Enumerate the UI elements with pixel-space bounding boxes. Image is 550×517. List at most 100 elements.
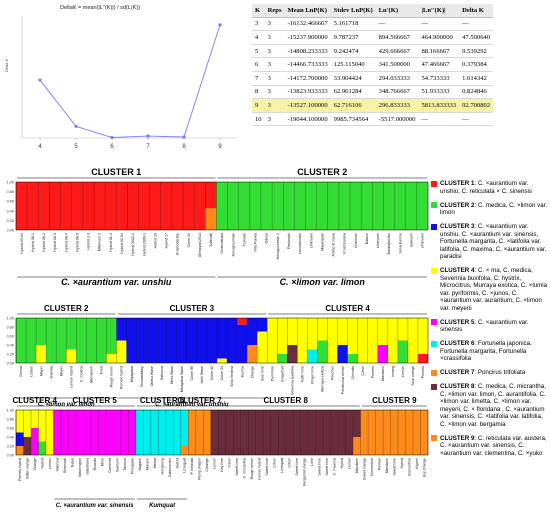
group-label: C. ×aurantium var. sinensis	[56, 503, 135, 509]
structure-bar-segment	[156, 318, 167, 363]
structure-sample-label: Villa Franka	[254, 233, 258, 252]
structure-bar-segment	[237, 318, 248, 325]
structure-sample-label: Key lime	[220, 458, 224, 472]
legend-text: CLUSTER 7: Poncirus trifoliata	[440, 369, 549, 377]
structure-sample-label: Marrakech	[90, 366, 94, 383]
structure-sample-label: Kiyomi	[415, 458, 419, 469]
structure-bar-segment	[300, 410, 309, 455]
structure-bar-segment	[225, 410, 234, 455]
structure-bar-segment	[345, 410, 354, 455]
structure-bar-segment	[176, 318, 187, 363]
cluster-header: CLUSTER 6	[140, 396, 185, 405]
structure-bar-segment	[71, 182, 83, 230]
structure-sample-label: Clementine	[407, 458, 411, 476]
structure-bar-segment	[283, 182, 295, 230]
structure-bar-segment	[158, 410, 166, 455]
evanno-row: 3 3 -16132.466667 5.161718— — —	[252, 17, 494, 32]
evanno-col-header: Reps	[264, 4, 285, 18]
structure-bar-segment	[398, 410, 406, 455]
structure-bar-segment	[60, 410, 69, 455]
structure-sample-label: Sweet lime	[295, 458, 299, 476]
delta-k-point	[146, 134, 150, 138]
evanno-cell: 341.500000	[375, 57, 419, 72]
structure-bar-segment	[93, 182, 106, 230]
structure-bar-segment	[330, 410, 339, 455]
structure-bar-segment	[216, 182, 228, 230]
structure-sample-label: Antico di rossa	[332, 233, 336, 257]
structure-sample-label: Kuzma	[240, 366, 244, 377]
legend-cluster-name: CLUSTER 1	[440, 180, 475, 187]
legend-swatch	[431, 223, 437, 230]
structure-sample-label: Pineapple	[130, 458, 134, 474]
delta-k-x-tick-label: 7	[146, 144, 150, 150]
structure-bar-segment	[150, 410, 159, 455]
structure-sample-label: Lemon	[48, 458, 52, 469]
structure-y-tick: 1.00	[7, 409, 14, 413]
structure-y-tick: 0.80	[7, 326, 14, 330]
structure-sample-label: Chinotto	[351, 366, 355, 379]
structure-sample-label: Hybrid 10	[153, 233, 157, 248]
structure-sample-label: Hybrid 08-1	[31, 233, 35, 252]
evanno-cell: 8	[252, 85, 265, 100]
structure-bar-segment	[247, 318, 258, 345]
structure-bar-segment	[23, 437, 32, 455]
evanno-cell: -15237.900000	[284, 30, 331, 45]
structure-bar-segment	[16, 182, 28, 230]
structure-sample-label: Citrange	[205, 458, 209, 472]
evanno-cell: —	[418, 17, 460, 32]
structure-bar-segment	[227, 182, 239, 230]
structure-bar-segment	[277, 318, 288, 354]
evanno-cell: 0.824846	[459, 85, 494, 100]
structure-y-tick: 0.60	[7, 335, 14, 339]
legend-swatch	[431, 435, 437, 441]
structure-sample-label: Meyer	[59, 365, 63, 376]
structure-bar-segment	[287, 345, 298, 363]
structure-bar-segment	[138, 182, 150, 230]
structure-bar-segment	[227, 318, 238, 363]
structure-bar-segment	[377, 345, 388, 363]
structure-bar-segment	[30, 428, 39, 455]
delta-k-ylabel: Delta K	[4, 59, 9, 72]
structure-sample-label: Navel	[70, 458, 74, 467]
evanno-col-header: Mean LnP(K)	[284, 4, 331, 18]
structure-y-tick: 0.60	[7, 200, 14, 204]
evanno-cell: 3	[264, 57, 285, 72]
evanno-cell: 88.166667	[418, 44, 460, 59]
structure-bar-segment	[120, 410, 129, 455]
structure-sample-label: Poncirus	[331, 366, 335, 380]
structure-bar-segment	[90, 410, 99, 455]
structure-bar-segment	[16, 410, 24, 433]
structure-sample-label: Murraya exotica	[321, 366, 325, 392]
structure-sample-label: Unknown	[376, 233, 380, 248]
legend-text: CLUSTER 5: C. ×aurantium var. sinensis	[440, 319, 549, 334]
delta-k-point	[218, 23, 222, 27]
legend-text: CLUSTER 9: C. reticulata var. austera, C…	[440, 435, 549, 458]
structure-bar-segment	[353, 437, 361, 455]
structure-sample-label: Ponkan	[378, 458, 382, 470]
legend-text: CLUSTER 6: Fortunella japonica, Fortunel…	[440, 340, 549, 363]
structure-sample-label: Pomelo hybrid	[120, 366, 124, 389]
structure-bar-segment	[338, 410, 346, 455]
structure-bar-segment	[417, 318, 429, 354]
structure-sample-label: Sour lime	[260, 366, 264, 381]
cluster-header: CLUSTER 2	[44, 304, 89, 313]
structure-bar-segment	[216, 358, 228, 363]
structure-sample-label: Clone 33	[220, 366, 224, 380]
cluster-header: CLUSTER 3	[170, 304, 215, 313]
structure-sample-label: Pomelo	[421, 366, 425, 378]
structure-bar-segment	[149, 182, 161, 230]
structure-plot-frame	[15, 317, 429, 364]
evanno-cell: 10	[252, 112, 265, 127]
structure-sample-label: Sweet lime	[265, 458, 269, 476]
structure-bar-segment	[367, 318, 378, 363]
delta-k-line	[39, 24, 221, 138]
evanno-cell: 464.900000	[418, 30, 460, 45]
evanno-header-row: K Reps Mean LnP(K) Stdev LnP(K) Ln'(K) |Ln''(…	[252, 4, 494, 18]
structure-bar-segment	[249, 182, 262, 230]
structure-sample-label: Hybrid	[40, 458, 44, 468]
cluster-header: CLUSTER 4	[13, 396, 58, 405]
structure-sample-label: Tarocco	[123, 458, 127, 471]
legend-item: CLUSTER 5: C. ×aurantium var. sinensis	[431, 319, 549, 334]
legend-item: CLUSTER 8: C. medica, C. micrantha, C. ×…	[431, 383, 549, 428]
structure-bar-segment	[353, 410, 361, 437]
